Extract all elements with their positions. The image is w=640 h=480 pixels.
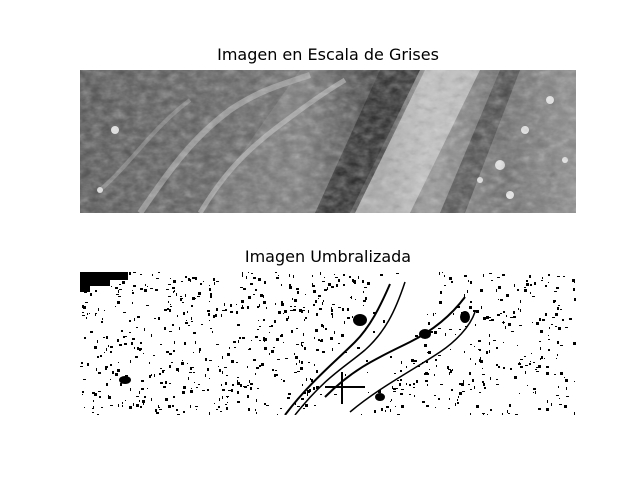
contour-line-3 — [324, 296, 466, 398]
grayscale-image — [80, 70, 576, 213]
thresholded-image — [80, 272, 576, 415]
thresholded-panel-title: Imagen Umbralizada — [244, 247, 412, 266]
thresholded-image-canvas — [80, 272, 576, 415]
thresholded-background — [80, 272, 576, 415]
grayscale-panel-title: Imagen en Escala de Grises — [217, 45, 439, 64]
contour-line-1 — [284, 283, 391, 415]
contour-line-4 — [349, 311, 476, 413]
cross-mark — [325, 372, 365, 404]
grayscale-texture — [80, 70, 576, 213]
grayscale-image-canvas — [80, 70, 576, 213]
corner-blob — [80, 272, 128, 292]
speckle-noise — [80, 272, 576, 415]
